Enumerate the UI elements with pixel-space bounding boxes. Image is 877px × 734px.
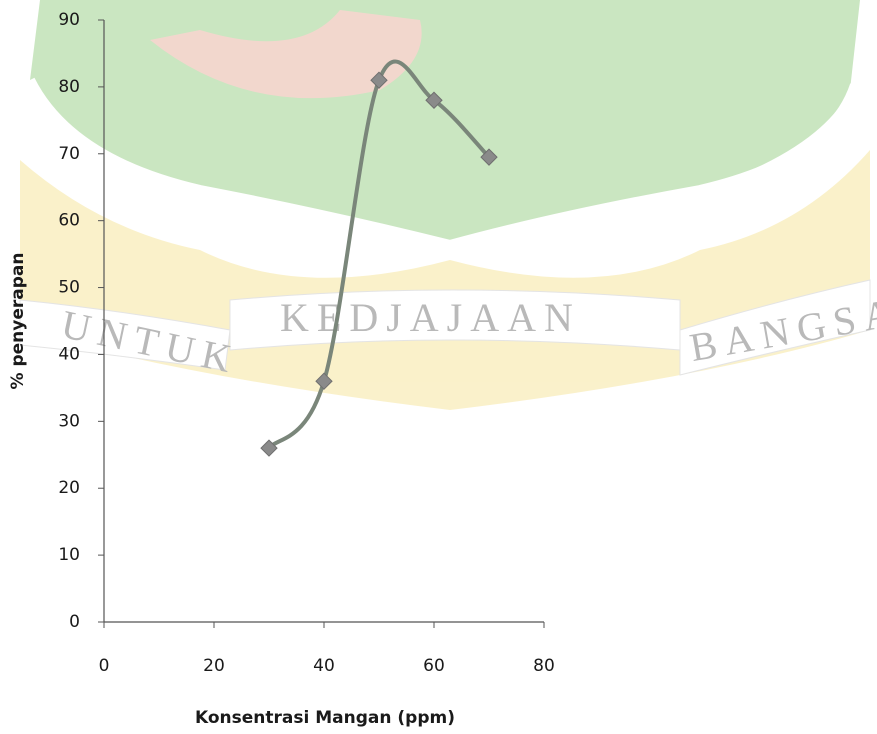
y-tick-label: 40 [58, 344, 80, 364]
y-axis-title: % penyerapan [8, 253, 28, 390]
y-tick-label: 70 [58, 144, 80, 164]
x-axis-title: Konsentrasi Mangan (ppm) [195, 708, 455, 728]
page: {"chart_data": {"type": "scatter", "xlab… [0, 0, 877, 734]
y-tick-label: 30 [58, 411, 80, 431]
y-tick-label: 50 [58, 278, 80, 298]
x-tick-label: 60 [423, 656, 445, 676]
y-tick-label: 60 [58, 211, 80, 231]
x-tick-label: 20 [203, 656, 225, 676]
x-tick-label: 80 [533, 656, 555, 676]
x-tick-label: 0 [99, 656, 110, 676]
x-tick-label: 40 [313, 656, 335, 676]
chart: UNTUK KEDJAJAAN BANGSA Konsentrasi Manga… [0, 0, 877, 734]
y-tick-label: 90 [58, 10, 80, 30]
y-tick-label: 80 [58, 77, 80, 97]
watermark-text: KEDJAJAAN [280, 295, 581, 340]
y-tick-label: 0 [69, 612, 80, 632]
watermark-shield [30, 0, 860, 245]
y-tick-label: 20 [58, 478, 80, 498]
y-tick-label: 10 [58, 545, 80, 565]
